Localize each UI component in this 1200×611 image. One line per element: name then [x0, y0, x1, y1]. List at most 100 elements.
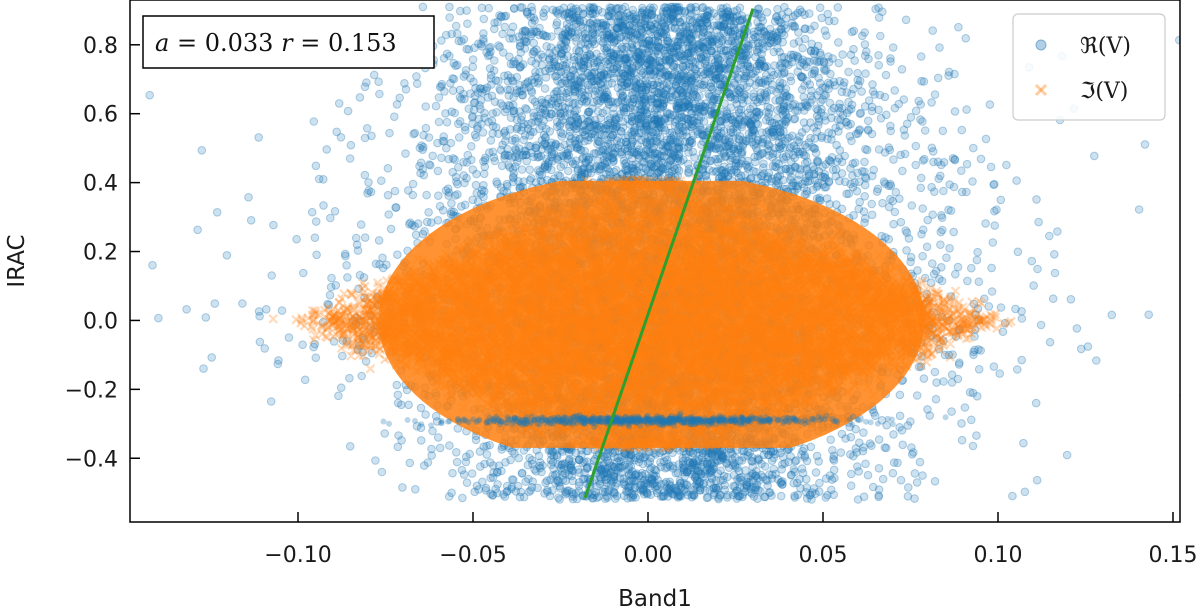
point-real: [1013, 247, 1023, 257]
point-real: [814, 117, 824, 126]
point-real: [961, 34, 971, 43]
point-real: [490, 156, 500, 166]
point-real: [890, 86, 900, 95]
point-real: [861, 459, 870, 469]
point-real: [957, 125, 967, 135]
point-real: [312, 250, 321, 260]
point-real: [393, 442, 403, 452]
point-real: [583, 61, 593, 71]
point-real: [661, 24, 671, 34]
point-real: [935, 43, 944, 52]
point-real: [582, 152, 591, 161]
point-real: [728, 153, 737, 163]
point-real: [358, 333, 368, 343]
point-real: [990, 206, 999, 216]
point-real: [878, 474, 888, 484]
point-real: [886, 57, 895, 66]
point-real: [876, 31, 885, 41]
point-real: [386, 224, 396, 234]
point-real: [393, 250, 402, 259]
point-real: [607, 33, 616, 42]
point-real: [574, 81, 583, 90]
point-real: [658, 100, 668, 109]
point-real: [319, 201, 328, 210]
point-real: [461, 66, 471, 75]
point-real: [477, 3, 487, 13]
point-real: [598, 18, 608, 28]
point-real: [633, 48, 643, 57]
point-real: [496, 86, 505, 95]
point-real: [408, 179, 418, 189]
point-real: [967, 263, 976, 273]
point-real: [364, 178, 373, 187]
point-real: [906, 252, 916, 262]
point-real: [776, 491, 786, 501]
point-real: [917, 229, 926, 239]
point-real: [462, 478, 472, 488]
point-real: [860, 180, 870, 190]
point-real: [1032, 475, 1042, 485]
point-real: [758, 44, 768, 54]
point-real: [986, 162, 996, 172]
point-real: [858, 31, 867, 41]
point-real: [942, 253, 951, 263]
point-real: [919, 374, 929, 383]
point-real: [747, 122, 756, 131]
point-real: [431, 101, 441, 111]
point-real: [735, 108, 744, 117]
point-real: [895, 194, 904, 203]
point-real: [777, 465, 787, 474]
point-real: [703, 39, 713, 49]
point-real: [437, 36, 446, 45]
point-real: [448, 468, 457, 478]
point-real: [691, 99, 700, 108]
point-real: [434, 191, 443, 200]
point-real: [953, 262, 963, 272]
point-real: [360, 170, 370, 180]
point-real: [357, 371, 367, 381]
point-real: [618, 69, 628, 78]
point-real: [772, 36, 782, 46]
point-real: [665, 480, 674, 489]
point-real: [423, 458, 433, 467]
point-real: [636, 18, 646, 28]
point-real: [1027, 256, 1037, 266]
point-real: [366, 187, 376, 197]
point-real: [405, 458, 415, 468]
point-real: [447, 199, 456, 208]
point-real: [880, 92, 890, 102]
point-real: [467, 142, 476, 151]
point-real: [254, 133, 264, 142]
point-real: [342, 261, 351, 270]
point-real: [889, 219, 898, 229]
point-real: [713, 125, 723, 134]
point-real: [517, 165, 527, 174]
point-real: [950, 107, 960, 116]
point-real: [644, 132, 653, 142]
point-real: [50, 258, 58, 266]
point-real: [326, 213, 335, 223]
point-real: [557, 49, 567, 59]
point-real: [390, 112, 399, 121]
point-real: [503, 76, 513, 86]
point-real: [825, 199, 835, 209]
point-real: [854, 126, 864, 135]
point-real: [526, 174, 536, 183]
point-real: [1008, 491, 1017, 501]
point-real: [650, 153, 660, 163]
point-real: [345, 154, 355, 163]
point-real: [719, 22, 728, 31]
point-real: [947, 407, 956, 416]
point-real: [479, 14, 489, 24]
point-real: [393, 390, 403, 400]
point-real: [621, 166, 631, 176]
point-real: [511, 59, 521, 69]
point-real: [598, 77, 608, 87]
point-real: [632, 147, 642, 157]
point-real: [508, 475, 517, 484]
point-real: [466, 73, 475, 83]
point-real: [546, 460, 556, 470]
point-real: [771, 96, 780, 105]
point-real: [673, 143, 683, 152]
